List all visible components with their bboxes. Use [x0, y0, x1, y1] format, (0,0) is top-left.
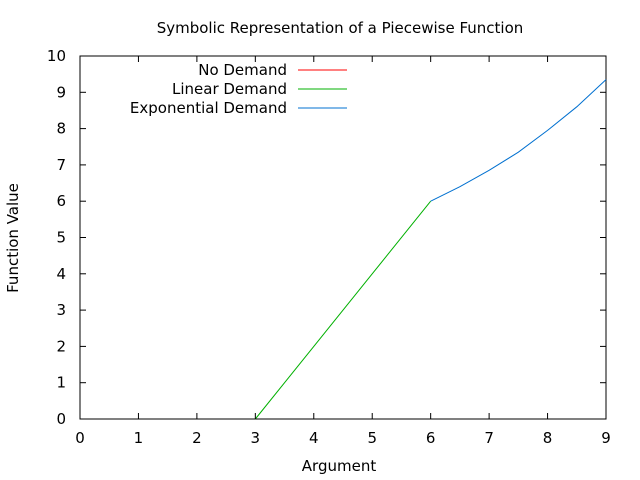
- x-tick-label: 8: [543, 429, 553, 447]
- series-line-linear-demand: [254, 200, 432, 420]
- x-tick-label: 3: [251, 429, 261, 447]
- series-line-exponential-demand: [430, 79, 607, 202]
- ticks-layer: 0 1 2 3 4 5 6 7 8 9 0 1 2 3 4 5 6 7 8 9 10: [47, 47, 611, 447]
- y-axis-label: Function Value: [4, 183, 22, 293]
- y-tick-label: 10: [47, 47, 66, 65]
- legend-label: Linear Demand: [172, 80, 287, 98]
- x-tick-label: 0: [75, 429, 85, 447]
- y-tick-label: 1: [56, 374, 66, 392]
- y-tick-label: 5: [56, 229, 66, 247]
- y-tick-label: 4: [56, 265, 66, 283]
- x-tick-label: 2: [192, 429, 202, 447]
- y-tick-label: 7: [56, 156, 66, 174]
- x-tick-label: 9: [601, 429, 611, 447]
- y-tick-label: 6: [56, 192, 66, 210]
- x-tick-label: 7: [484, 429, 494, 447]
- y-tick-label: 2: [56, 337, 66, 355]
- legend-label: No Demand: [198, 61, 287, 79]
- x-tick-label: 6: [426, 429, 436, 447]
- y-tick-label: 3: [56, 301, 66, 319]
- x-tick-label: 1: [134, 429, 144, 447]
- legend-label: Exponential Demand: [130, 99, 287, 117]
- chart-title: Symbolic Representation of a Piecewise F…: [157, 19, 524, 37]
- x-tick-label: 5: [367, 429, 377, 447]
- x-axis-label: Argument: [302, 457, 377, 475]
- y-tick-label: 0: [56, 410, 66, 428]
- series-layer: [254, 79, 607, 420]
- x-tick-label: 4: [309, 429, 319, 447]
- y-tick-label: 8: [56, 120, 66, 138]
- y-tick-label: 9: [56, 83, 66, 101]
